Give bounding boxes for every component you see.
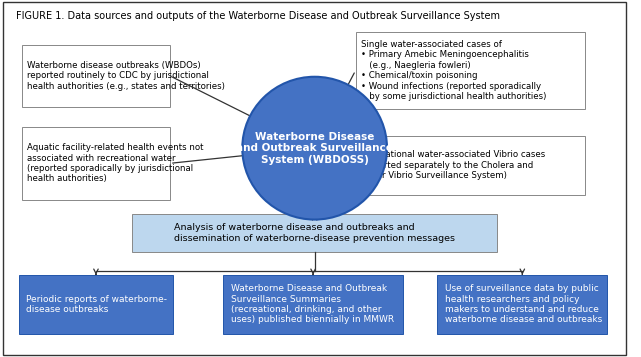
Ellipse shape (242, 77, 387, 220)
Text: Use of surveillance data by public
health researchers and policy
makers to under: Use of surveillance data by public healt… (445, 284, 602, 325)
Text: Waterborne disease outbreaks (WBDOs)
reported routinely to CDC by jurisdictional: Waterborne disease outbreaks (WBDOs) rep… (27, 61, 225, 91)
Text: FIGURE 1. Data sources and outputs of the Waterborne Disease and Outbreak Survei: FIGURE 1. Data sources and outputs of th… (16, 11, 500, 21)
Text: Single water-associated cases of
• Primary Amebic Meningoencephalitis
   (e.g., : Single water-associated cases of • Prima… (361, 40, 546, 101)
FancyBboxPatch shape (132, 214, 497, 252)
FancyBboxPatch shape (19, 275, 173, 334)
FancyBboxPatch shape (22, 127, 170, 200)
Text: Aquatic facility-related health events not
associated with recreational water
(r: Aquatic facility-related health events n… (27, 143, 204, 183)
FancyBboxPatch shape (22, 45, 170, 107)
Text: Waterborne Disease and Outbreak
Surveillance Summaries
(recreational, drinking, : Waterborne Disease and Outbreak Surveill… (231, 284, 394, 325)
FancyBboxPatch shape (437, 275, 607, 334)
Text: Waterborne Disease
and Outbreak Surveillance
System (WBDOSS): Waterborne Disease and Outbreak Surveill… (237, 132, 393, 165)
FancyBboxPatch shape (356, 136, 585, 195)
FancyBboxPatch shape (3, 2, 626, 355)
Text: Recreational water-associated Vibrio cases
(reported separately to the Cholera a: Recreational water-associated Vibrio cas… (361, 150, 545, 180)
Text: Analysis of waterborne disease and outbreaks and
dissemination of waterborne-dis: Analysis of waterborne disease and outbr… (174, 223, 455, 243)
Text: Periodic reports of waterborne-
disease outbreaks: Periodic reports of waterborne- disease … (26, 295, 167, 314)
FancyBboxPatch shape (224, 275, 403, 334)
FancyBboxPatch shape (356, 32, 585, 109)
